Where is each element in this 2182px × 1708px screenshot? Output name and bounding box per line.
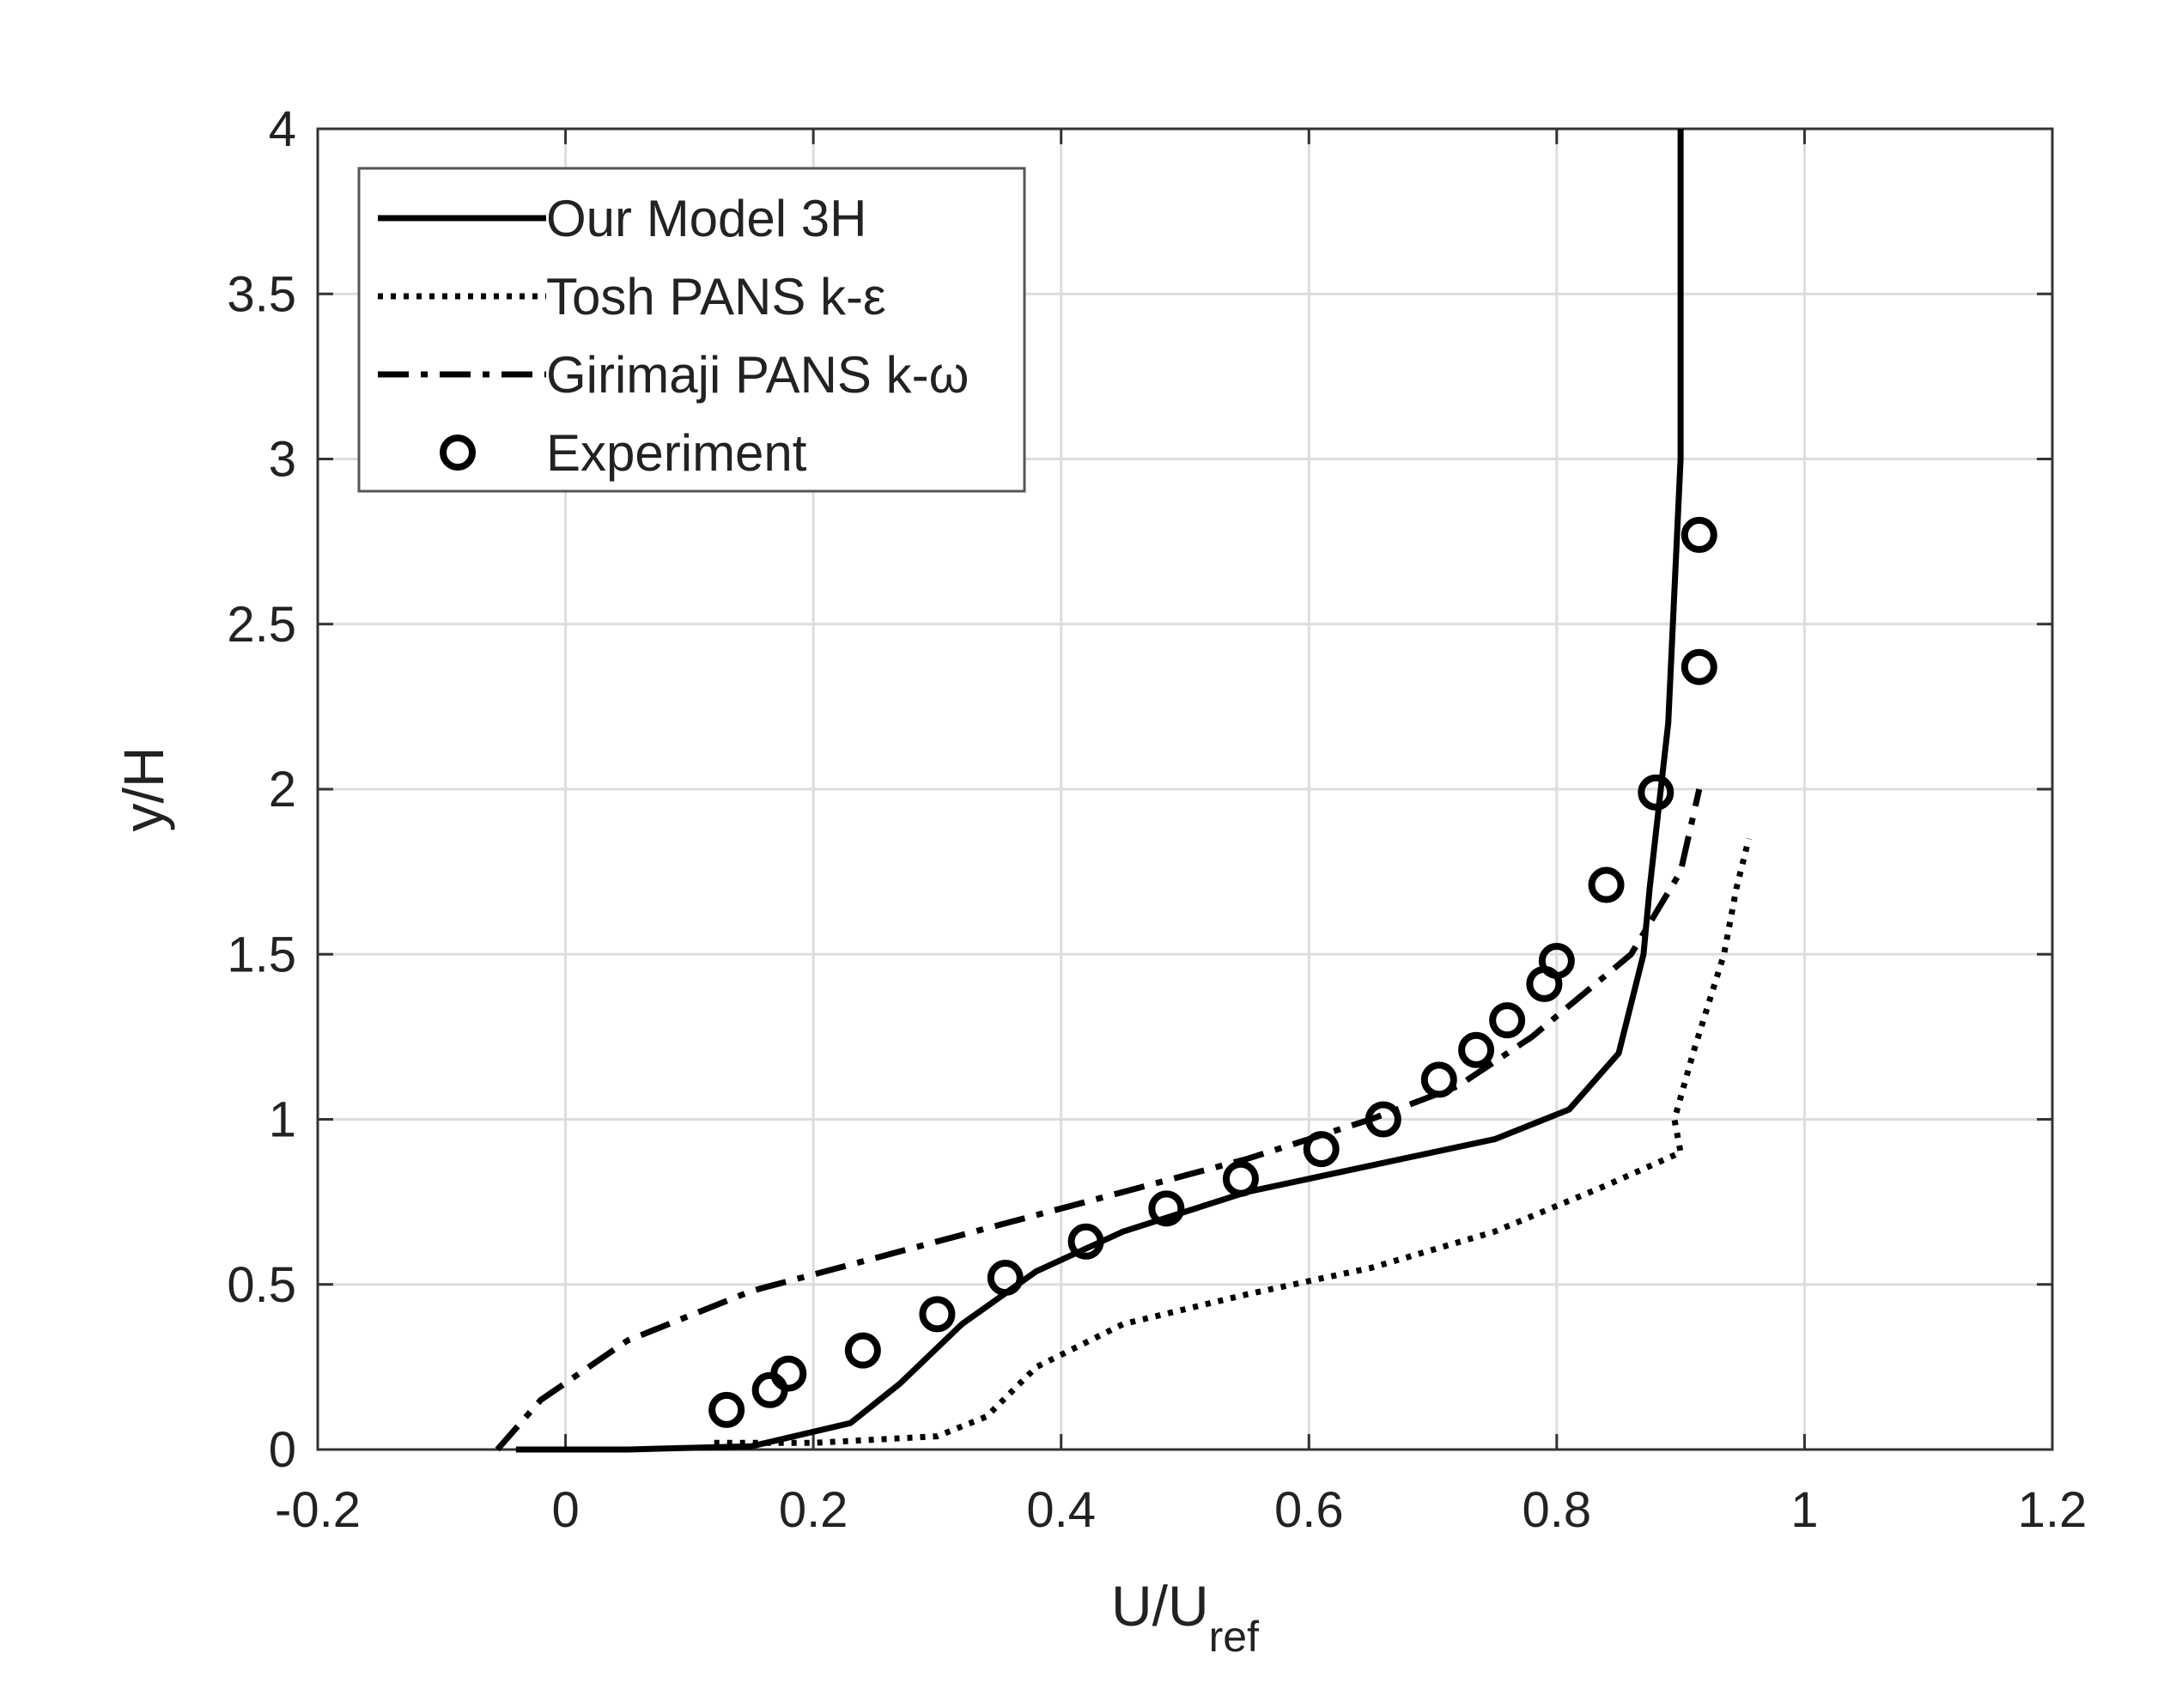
legend-label: Experiment [546, 424, 807, 482]
legend-label: Tosh PANS k-ε [546, 268, 886, 325]
experiment-marker [1681, 648, 1717, 685]
experiment-marker [1588, 866, 1625, 903]
experiment-marker [1303, 1131, 1340, 1168]
y-tick-label: 4 [269, 101, 296, 157]
experiment-marker [1420, 1061, 1457, 1098]
experiment-marker [1538, 942, 1575, 979]
y-tick-label: 1.5 [227, 927, 296, 982]
x-axis-label-main: U/U [1111, 1574, 1209, 1638]
y-axis-label: y/H [112, 747, 175, 832]
x-tick-label: 1.2 [2018, 1482, 2088, 1538]
y-tick-label: 0 [269, 1422, 296, 1478]
x-tick-label: 0.2 [779, 1482, 848, 1538]
legend-item: Experiment [440, 424, 807, 482]
x-tick-label: 0.4 [1026, 1482, 1096, 1538]
ticks: -0.2 0 0.2 0.4 0.6 0.8 1 1.200.511.522.533.54 [227, 101, 2087, 1538]
y-tick-label: 3.5 [227, 266, 296, 322]
series-1 [714, 837, 1752, 1446]
series-layer [495, 129, 1752, 1453]
x-tick-label: 0.6 [1274, 1482, 1344, 1538]
legend-item: Girimaji PANS k-ω [378, 346, 969, 404]
series-0 [515, 129, 1684, 1453]
series-line [714, 837, 1752, 1446]
experiment-marker [1458, 1031, 1495, 1068]
y-tick-label: 2 [269, 762, 296, 818]
x-tick-label: 1 [1790, 1482, 1818, 1538]
legend-item: Tosh PANS k-ε [378, 268, 886, 325]
y-tick-label: 2.5 [227, 597, 296, 653]
legend-box [357, 167, 1026, 493]
legend-marker [440, 435, 476, 471]
legend: Our Model 3H Tosh PANS k-ε Girimaji PANS k… [357, 167, 1026, 493]
experiment-marker [987, 1260, 1024, 1297]
experiment-marker [1067, 1223, 1104, 1260]
x-axis-label: U/Uref [1111, 1574, 1259, 1661]
y-tick-label: 3 [269, 432, 296, 488]
x-axis-label-subscript: ref [1209, 1613, 1259, 1661]
legend-label: Our Model 3H [546, 190, 866, 247]
y-tick-label: 1 [269, 1092, 296, 1148]
experiment-marker [919, 1296, 956, 1333]
legend-label: Girimaji PANS k-ω [546, 346, 969, 404]
experiment-marker [1222, 1160, 1259, 1197]
experiment-marker [708, 1391, 745, 1428]
experiment-marker [1681, 516, 1717, 553]
x-tick-label: -0.2 [275, 1482, 361, 1538]
series-3 [708, 516, 1717, 1428]
experiment-marker [1365, 1101, 1401, 1138]
legend-item: Our Model 3H [378, 190, 866, 247]
x-tick-label: 0 [551, 1482, 579, 1538]
y-tick-label: 0.5 [227, 1257, 296, 1313]
experiment-marker [1638, 774, 1674, 811]
series-2 [495, 788, 1703, 1452]
x-tick-label: 0.8 [1523, 1482, 1592, 1538]
series-line [495, 788, 1703, 1452]
experiment-marker [844, 1332, 881, 1369]
series-line [515, 129, 1684, 1453]
experiment-marker [1148, 1190, 1185, 1227]
experiment-marker [770, 1355, 807, 1392]
experiment-marker [1489, 1002, 1526, 1039]
